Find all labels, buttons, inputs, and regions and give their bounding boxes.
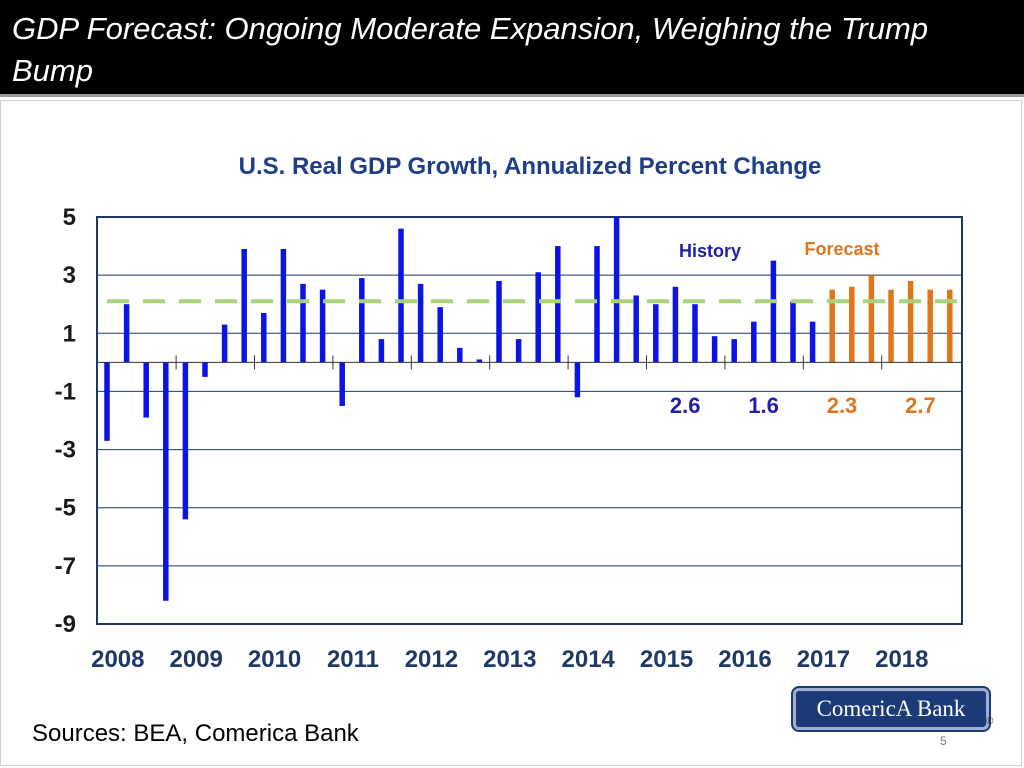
registered-mark: ®: [986, 716, 994, 727]
bar-2018Q3: [927, 289, 933, 363]
bar-2008Q2: [123, 304, 130, 363]
x-tick-label-2011: 2011: [327, 646, 379, 673]
y-tick-label: -1: [55, 378, 76, 405]
bar-2012Q1: [417, 283, 424, 363]
bar-2011Q2: [359, 278, 365, 363]
chart-title: U.S. Real GDP Growth, Annualized Percent…: [238, 153, 822, 180]
title-bar: GDP Forecast: Ongoing Moderate Expansion…: [0, 0, 1024, 97]
y-tick-label: -9: [55, 611, 76, 638]
bar-2014Q2: [594, 246, 600, 363]
bar-2016Q2: [751, 321, 757, 363]
bar-2009Q1: [182, 362, 189, 520]
x-tick-label-2014: 2014: [562, 646, 616, 673]
bar-2016Q1: [731, 339, 737, 363]
annual-average-2015: 2.6: [670, 393, 701, 418]
bar-2018Q2: [907, 280, 914, 363]
bar-2010Q3: [300, 283, 306, 363]
y-tick-label: -7: [55, 553, 76, 580]
bar-2012Q2: [437, 307, 443, 363]
y-tick-label: 3: [63, 262, 76, 289]
bar-2014Q3: [613, 217, 620, 363]
page-number: 5: [940, 734, 947, 748]
bar-2008Q4: [163, 362, 169, 601]
bar-2011Q1: [339, 362, 345, 406]
comerica-logo[interactable]: ComericA Bank: [793, 688, 989, 730]
legend-history: History: [679, 241, 741, 261]
bar-2014Q1: [574, 362, 581, 398]
bar-2013Q3: [535, 272, 541, 363]
y-tick-label: -3: [55, 437, 76, 464]
x-tick-label-2018: 2018: [875, 646, 928, 673]
bar-2009Q4: [241, 248, 247, 363]
bar-2012Q3: [457, 347, 463, 363]
bar-2015Q1: [653, 304, 659, 363]
y-tick-label: 5: [63, 204, 76, 231]
y-tick-label: 1: [63, 320, 76, 347]
bar-2017Q1: [809, 321, 816, 363]
bar-2008Q3: [143, 362, 149, 418]
bar-2015Q2: [672, 286, 679, 363]
bar-2013Q1: [496, 280, 502, 363]
y-tick-label: -5: [55, 495, 76, 522]
bar-2012Q4: [476, 359, 483, 363]
bar-2008Q1: [104, 362, 110, 441]
bar-2017Q2: [829, 289, 835, 363]
bar-2013Q4: [555, 246, 561, 363]
slide-frame: [0, 100, 1022, 766]
annual-average-2018: 2.7: [905, 393, 936, 418]
x-tick-label-2012: 2012: [405, 646, 458, 673]
plot-frame: [96, 216, 963, 625]
bar-2016Q3: [770, 260, 777, 363]
annual-average-2017: 2.3: [827, 393, 858, 418]
bar-2011Q3: [378, 339, 385, 363]
bar-2010Q2: [280, 248, 287, 363]
x-tick-label-2013: 2013: [483, 646, 536, 673]
bar-2016Q4: [790, 301, 796, 363]
bar-2010Q4: [319, 289, 326, 363]
bar-2015Q3: [692, 304, 698, 363]
bar-2017Q4: [868, 275, 875, 363]
bar-2018Q4: [947, 289, 953, 363]
bar-2017Q3: [849, 286, 855, 363]
x-tick-label-2010: 2010: [248, 646, 301, 673]
annual-average-2016: 1.6: [748, 393, 779, 418]
bar-2009Q2: [202, 362, 208, 377]
bar-2014Q4: [633, 295, 639, 363]
bar-2018Q1: [888, 289, 894, 363]
x-tick-label-2015: 2015: [640, 646, 693, 673]
x-tick-label-2009: 2009: [170, 646, 223, 673]
x-tick-label-2008: 2008: [91, 646, 144, 673]
bar-2011Q4: [398, 228, 404, 363]
sources-note: Sources: BEA, Comerica Bank: [32, 720, 359, 747]
slide-title: GDP Forecast: Ongoing Moderate Expansion…: [12, 11, 929, 88]
legend-forecast: Forecast: [804, 239, 879, 259]
bar-2015Q4: [711, 336, 718, 363]
x-tick-label-2017: 2017: [797, 646, 850, 673]
bar-2013Q2: [515, 339, 522, 363]
x-tick-label-2016: 2016: [718, 646, 771, 673]
bar-2010Q1: [261, 312, 267, 363]
bar-2009Q3: [221, 324, 228, 363]
